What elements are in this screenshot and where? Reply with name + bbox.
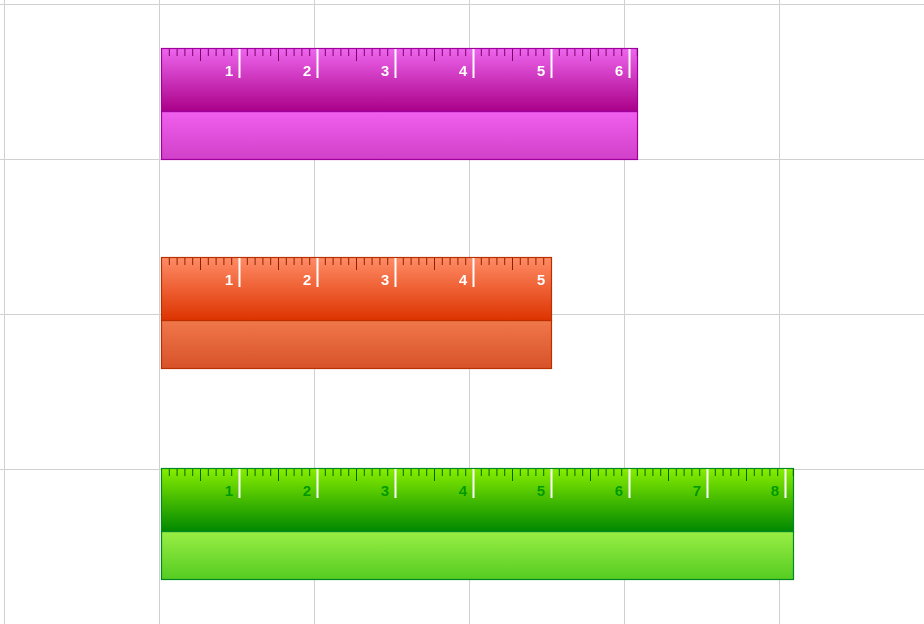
ruler-label: 1 (225, 483, 233, 500)
ruler-label: 3 (381, 272, 389, 289)
ruler-scale-band (160, 47, 639, 113)
ruler-label: 2 (303, 63, 311, 80)
ruler-label: 4 (459, 63, 468, 80)
ruler-magenta[interactable]: 1 2 3 4 5 6 (160, 47, 639, 161)
ruler-label: 6 (615, 63, 623, 80)
ruler-label: 1 (225, 63, 233, 80)
ruler-label: 2 (303, 272, 311, 289)
ruler-label: 1 (225, 272, 233, 289)
ruler-label: 3 (381, 483, 389, 500)
ruler-label: 2 (303, 483, 311, 500)
ruler-orange[interactable]: 1 2 3 4 5 (160, 256, 553, 370)
ruler-ticks (168, 258, 545, 287)
ruler-label: 6 (615, 483, 623, 500)
ruler-label: 5 (537, 483, 545, 500)
ruler-label: 3 (381, 63, 389, 80)
ruler-lower-band (160, 530, 795, 581)
ruler-label: 8 (771, 483, 779, 500)
ruler-green[interactable]: 1 2 3 4 5 6 7 8 (160, 467, 795, 581)
rulers-group: 1 2 3 4 5 6 1 2 3 4 5 1 2 3 4 5 6 7 8 (160, 47, 795, 581)
ruler-label: 5 (537, 272, 545, 289)
ruler-label: 4 (459, 483, 468, 500)
ruler-ticks (168, 49, 638, 78)
ruler-label: 7 (693, 483, 701, 500)
ruler-lower-band (160, 319, 553, 370)
ruler-label: 5 (537, 63, 545, 80)
ruler-ticks (168, 469, 794, 498)
ruler-scale-band (160, 467, 795, 533)
ruler-label: 4 (459, 272, 468, 289)
ruler-lower-band (160, 110, 639, 161)
